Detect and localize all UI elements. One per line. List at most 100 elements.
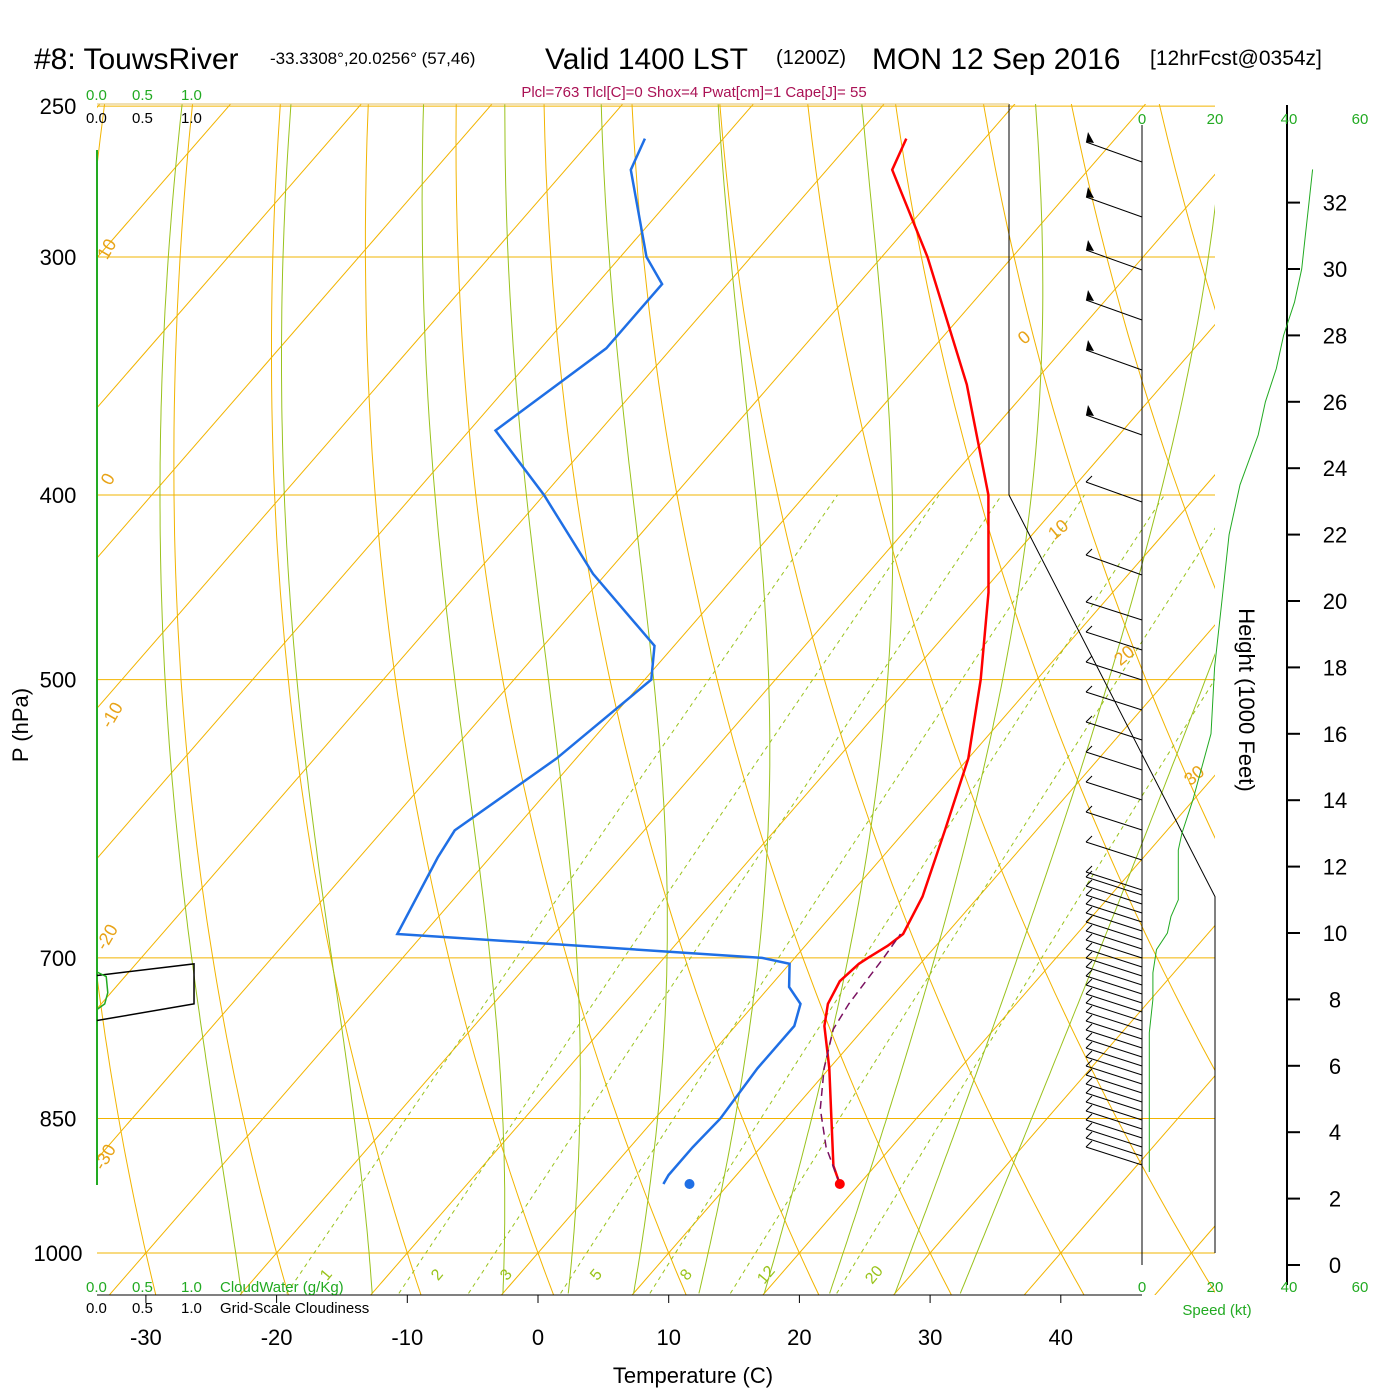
cloud-profile	[96, 962, 195, 1022]
isotherm-label: -30	[90, 1141, 120, 1174]
wind-barb-pennant	[1086, 187, 1094, 198]
height-tick-label: 32	[1323, 191, 1347, 216]
pressure-tick-label: 1000	[34, 1241, 83, 1266]
wind-barb-staff	[1085, 903, 1143, 923]
wind-barb-staff	[1085, 196, 1143, 218]
wind-barb-pennant	[1086, 405, 1094, 416]
dry-adiabat-line	[173, 104, 289, 1295]
cloudwater-label: CloudWater (g/Kg)	[220, 1279, 344, 1296]
wind-barb-feather	[1085, 475, 1093, 483]
x-tick-label: -20	[261, 1325, 293, 1350]
mixing-ratio-line	[398, 494, 940, 1294]
x-axis-title: Temperature (C)	[613, 1363, 773, 1388]
dewpoint-trace	[395, 138, 802, 1185]
x-tick-labels: -30 -20 -10 0 10 20 30 40	[130, 1295, 1073, 1350]
black-tick-2: 1.0	[181, 110, 202, 127]
moist-adiabat-line	[959, 652, 1215, 1294]
wind-speed-scale-top: 0 20 40 60	[1138, 111, 1369, 128]
wind-barb-feather	[1085, 942, 1093, 950]
dry-adiabat-line	[807, 104, 1215, 1294]
height-tick-label: 24	[1323, 456, 1347, 481]
speed-axis-label: Speed (kt)	[1182, 1302, 1251, 1319]
wind-barb-staff	[1085, 993, 1143, 1013]
wind-barb-staff	[1085, 984, 1143, 1004]
cloudiness-label: Grid-Scale Cloudiness	[220, 1300, 369, 1317]
speed-tick-40-bottom: 40	[1281, 1279, 1298, 1296]
plot-frame	[96, 103, 1300, 1296]
height-tick-label: 2	[1329, 1187, 1341, 1212]
wind-barb-feather	[1085, 1014, 1093, 1022]
wind-barb-staff	[1085, 1128, 1143, 1148]
wind-barb-feather	[1085, 1140, 1093, 1148]
pressure-tick-label: 300	[40, 245, 77, 270]
black-tick-1-bottom: 0.5	[132, 1300, 153, 1317]
isotherm-line	[631, 624, 1215, 1295]
wind-barb-staff	[1085, 1101, 1143, 1121]
height-tick-label: 14	[1323, 788, 1347, 813]
isotherm-line	[97, 104, 755, 860]
mixing-ratio-label: 20	[862, 1263, 887, 1288]
x-tick-label: 0	[532, 1325, 544, 1350]
wind-barb-feather	[1085, 915, 1093, 923]
wind-barb-staff	[1085, 1110, 1143, 1130]
wind-barb-staff	[1085, 1020, 1143, 1040]
x-tick-label: 30	[918, 1325, 942, 1350]
wind-barb-staff	[1085, 661, 1143, 681]
dry-adiabat-line	[0, 37, 31, 1332]
moist-adiabat-line	[829, 104, 1044, 1294]
black-tick-0: 0.0	[86, 110, 107, 127]
mixing-ratio-line	[649, 494, 1165, 1294]
dry-adiabat-line	[97, 104, 157, 1295]
isotherm-line	[370, 323, 1215, 1295]
sounding-indices: Plcl=763 Tlcl[C]=0 Shox=4 Pwat[cm]=1 Cap…	[521, 84, 866, 101]
wind-barb-feather	[1085, 1068, 1093, 1076]
wind-barb-staff	[1085, 141, 1143, 163]
dry-adiabat-line	[455, 104, 687, 1295]
wind-barb-staff	[1085, 1074, 1143, 1094]
wind-barb-pennant	[1086, 132, 1094, 143]
wind-barb-staff	[1085, 781, 1143, 801]
wind-barb-staff	[1085, 554, 1143, 576]
dry-adiabat-line	[631, 104, 953, 1295]
wind-barb-feather	[1085, 870, 1093, 878]
wind-barb-feather	[1085, 1041, 1093, 1049]
x-tick-label: -30	[130, 1325, 162, 1350]
x-tick-label: -10	[391, 1325, 423, 1350]
black-tick-2-bottom: 1.0	[181, 1300, 202, 1317]
isotherm-label: 10	[1044, 515, 1072, 543]
wind-barb-feather	[1085, 1086, 1093, 1094]
mixing-ratio-line	[286, 494, 838, 1294]
isotherm-line	[97, 104, 493, 559]
wind-barb-staff	[1085, 1056, 1143, 1076]
height-tick-label: 0	[1329, 1253, 1341, 1278]
pressure-tick-label: 700	[40, 946, 77, 971]
dry-adiabat-line	[1070, 104, 1215, 590]
wind-barb-feather	[1085, 1050, 1093, 1058]
x-tick-label: 40	[1049, 1325, 1073, 1350]
title-station: #8: TouwsRiver	[34, 43, 239, 76]
wind-barb-staff	[1085, 975, 1143, 995]
isotherm-line	[500, 474, 1215, 1295]
plot-frame-right-edge	[1008, 104, 1216, 1253]
wind-barb-staff	[1085, 1065, 1143, 1085]
height-axis-title: Height (1000 Feet)	[1234, 608, 1259, 791]
thermo-grid	[0, 37, 1215, 1332]
wind-barb-feather	[1085, 933, 1093, 941]
green-tick-1: 0.5	[132, 87, 153, 104]
wind-barb-staff	[1085, 841, 1143, 861]
wind-barb-feather	[1085, 969, 1093, 977]
x-tick-label: 10	[656, 1325, 680, 1350]
wind-barb-staff	[1085, 1029, 1143, 1049]
mixing-ratio-label: 2	[428, 1266, 447, 1284]
wind-barb-staff	[1085, 1011, 1143, 1031]
wind-barb-staff	[1085, 966, 1143, 986]
moist-adiabat-line	[600, 104, 668, 1294]
wind-barb-feather	[1085, 951, 1093, 959]
dry-adiabat-line	[543, 104, 820, 1295]
wind-barb-feather	[1085, 1113, 1093, 1121]
isotherm-line	[97, 104, 362, 409]
moist-adiabat-line	[504, 104, 581, 1294]
height-tick-label: 30	[1323, 257, 1347, 282]
temperature-trace	[823, 138, 990, 1185]
